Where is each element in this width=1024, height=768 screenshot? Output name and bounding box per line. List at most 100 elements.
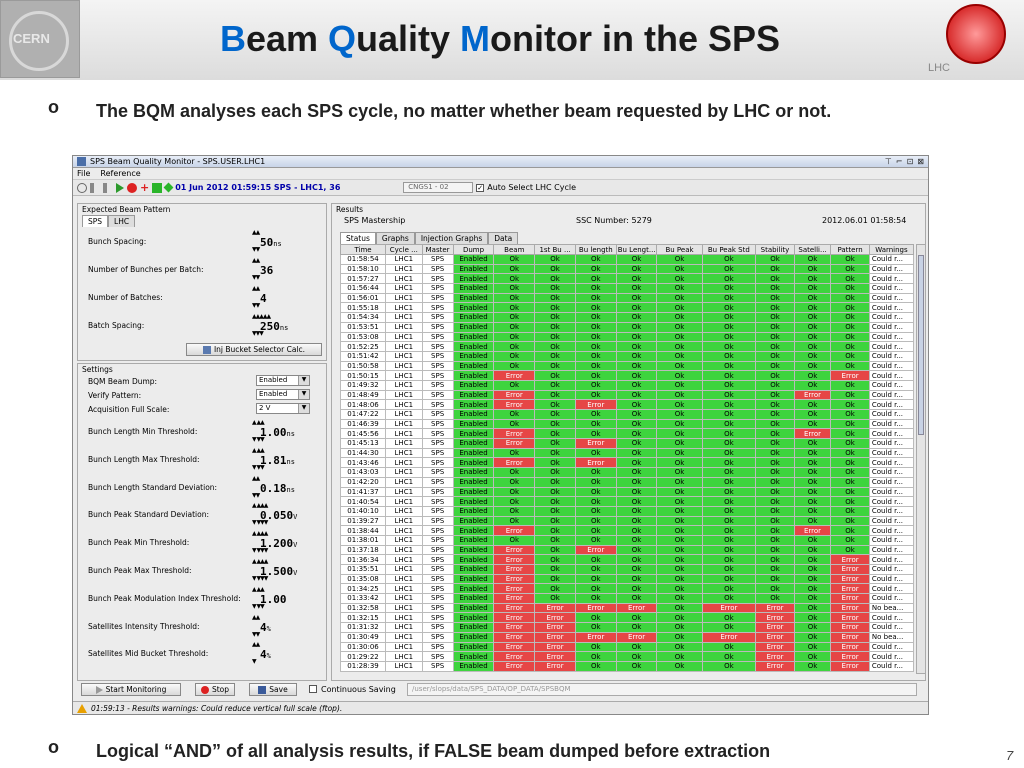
table-row[interactable]: 01:46:39 LHC1 SPS Enabled Ok Ok Ok Ok Ok Ok Ok Ok Ok… bbox=[339, 418, 915, 430]
spinner-down-arrows[interactable]: ▼▼ bbox=[252, 630, 260, 638]
spinner-down-arrows[interactable]: ▼ ▼▼ bbox=[252, 436, 265, 443]
table-row[interactable]: 01:50:58 LHC1 SPS Enabled Ok Ok Ok Ok Ok Ok Ok Ok Ok… bbox=[339, 360, 915, 372]
table-row[interactable]: 01:38:01 LHC1 SPS Enabled Ok Ok Ok Ok Ok Ok Ok Ok Ok… bbox=[339, 534, 915, 546]
play-icon[interactable] bbox=[116, 182, 124, 193]
table-row[interactable]: 01:32:15 LHC1 SPS Enabled Error Error Ok Ok Ok Ok… bbox=[339, 612, 915, 624]
table-row[interactable]: 01:44:30 LHC1 SPS Enabled Ok Ok Ok Ok Ok Ok Ok Ok Ok… bbox=[339, 447, 915, 459]
save-path-field[interactable]: /user/slops/data/SPS_DATA/OP_DATA/SPSBQM bbox=[407, 683, 917, 696]
table-row[interactable]: 01:36:34 LHC1 SPS Enabled Error Ok Ok Ok Ok Ok Ok O… bbox=[339, 554, 915, 565]
table-row[interactable]: 01:33:42 LHC1 SPS Enabled Error Ok Ok Ok Ok Ok Ok O… bbox=[339, 593, 915, 604]
table-row[interactable]: 01:29:22 LHC1 SPS Enabled Error Error Ok Ok Ok Ok… bbox=[339, 651, 915, 662]
menu-item-file[interactable]: File bbox=[77, 169, 91, 178]
spinner-up-arrows[interactable]: ▲▲ bbox=[252, 257, 260, 264]
column-header[interactable]: Bu Lengt... bbox=[615, 244, 658, 255]
spinner-down-arrows[interactable]: ▼ ▼▼▼ bbox=[252, 575, 268, 582]
window-control-button[interactable]: ⌐ bbox=[895, 157, 903, 166]
window-control-button[interactable]: ⊤ bbox=[884, 157, 892, 166]
table-row[interactable]: 01:37:18 LHC1 SPS Enabled Error Ok Error Ok Ok Ok… bbox=[339, 544, 915, 556]
stop-button[interactable]: Stop bbox=[195, 683, 235, 696]
spinner-up-arrows[interactable]: ▲▲ bbox=[252, 474, 260, 482]
dropdown-select[interactable]: 2 V ▼ bbox=[256, 403, 310, 414]
column-header[interactable]: Master bbox=[421, 244, 454, 255]
spinner-down-arrows[interactable]: ▼ ▼▼▼ bbox=[252, 547, 268, 555]
spinner-up-arrows[interactable]: ▲ ▲▲ bbox=[252, 446, 265, 454]
rewind-icon[interactable] bbox=[90, 182, 100, 193]
chevron-down-icon[interactable]: ▼ bbox=[298, 404, 309, 413]
table-row[interactable]: 01:30:06 LHC1 SPS Enabled Error Error Ok Ok Ok Ok… bbox=[339, 641, 915, 653]
table-row[interactable]: 01:53:51 LHC1 SPS Enabled Ok Ok Ok Ok Ok Ok Ok Ok Ok… bbox=[339, 321, 915, 333]
spinner-down-arrows[interactable]: ▼▼▼ bbox=[252, 330, 264, 337]
table-row[interactable]: 01:48:06 LHC1 SPS Enabled Error Ok Error Ok Ok Ok… bbox=[339, 399, 915, 410]
inj-bucket-selector-button[interactable]: Inj Bucket Selector Calc. bbox=[186, 343, 322, 356]
step-icon[interactable] bbox=[103, 182, 113, 193]
table-row[interactable]: 01:40:54 LHC1 SPS Enabled Ok Ok Ok Ok Ok Ok Ok Ok Ok… bbox=[339, 496, 915, 507]
table-row[interactable]: 01:58:54 LHC1 SPS Enabled Ok Ok Ok Ok Ok Ok Ok Ok Ok… bbox=[339, 254, 915, 265]
spinner-up-arrows[interactable]: ▲ ▲▲▲ bbox=[252, 558, 268, 565]
table-row[interactable]: 01:38:44 LHC1 SPS Enabled Error Ok Ok Ok Ok Ok Ok E… bbox=[339, 525, 915, 536]
table-row[interactable]: 01:31:32 LHC1 SPS Enabled Error Error Ok Ok Ok Ok… bbox=[339, 622, 915, 633]
chevron-down-icon[interactable]: ▼ bbox=[298, 390, 309, 399]
tab-status[interactable]: Status bbox=[340, 232, 376, 244]
spinner-down-arrows[interactable]: ▼▼ bbox=[252, 302, 260, 309]
value-spinner[interactable]: ▲▲ 4% ▼▼ bbox=[252, 614, 316, 639]
tab-sps[interactable]: SPS bbox=[82, 215, 109, 227]
spinner-up-arrows[interactable]: ▲ ▲▲ bbox=[252, 419, 265, 426]
column-header[interactable]: 1st Bu ... bbox=[534, 244, 576, 255]
table-row[interactable]: 01:50:15 LHC1 SPS Enabled Error Ok Ok Ok Ok Ok Ok O… bbox=[339, 370, 915, 381]
value-spinner[interactable]: ▲ ▲▲ 1.00 ▼ ▼▼ bbox=[252, 585, 316, 611]
spinner-down-arrows[interactable]: ▼▼ bbox=[252, 491, 260, 499]
table-row[interactable]: 01:57:27 LHC1 SPS Enabled Ok Ok Ok Ok Ok Ok Ok Ok Ok… bbox=[339, 273, 915, 285]
value-spinner[interactable]: ▲ ▲▲▲ 1.500V ▼ ▼▼▼ bbox=[252, 559, 316, 583]
cycle-field[interactable]: CNGS1 - 02 bbox=[403, 182, 474, 193]
chevron-down-icon[interactable]: ▼ bbox=[298, 376, 309, 385]
table-row[interactable]: 01:43:03 LHC1 SPS Enabled Ok Ok Ok Ok Ok Ok Ok Ok Ok… bbox=[339, 467, 915, 478]
column-header[interactable]: Stability bbox=[755, 244, 795, 255]
table-row[interactable]: 01:45:13 LHC1 SPS Enabled Error Ok Error Ok Ok Ok… bbox=[339, 438, 915, 449]
dropdown-select[interactable]: Enabled ▼ bbox=[256, 375, 310, 386]
table-row[interactable]: 01:43:46 LHC1 SPS Enabled Error Ok Error Ok Ok Ok… bbox=[339, 457, 915, 469]
column-header[interactable]: Satelli... bbox=[793, 244, 832, 255]
spinner-up-arrows[interactable]: ▲▲ bbox=[252, 641, 260, 649]
column-header[interactable]: Bu length bbox=[574, 244, 617, 255]
table-row[interactable]: 01:32:58 LHC1 SPS Enabled Error Error Error Err… bbox=[339, 602, 915, 614]
scrollbar-thumb[interactable] bbox=[918, 255, 924, 435]
column-header[interactable]: Cycle ... bbox=[385, 244, 423, 255]
value-spinner[interactable]: ▲▲▲▲▲ 250ns ▼▼▼ bbox=[252, 314, 316, 338]
column-header[interactable]: Dump bbox=[452, 244, 495, 255]
spinner-down-arrows[interactable]: ▼ ▼▼ bbox=[252, 463, 265, 471]
column-header[interactable]: Beam bbox=[493, 244, 536, 255]
spinner-down-arrows[interactable]: ▼▼ bbox=[252, 274, 260, 281]
table-row[interactable]: 01:58:10 LHC1 SPS Enabled Ok Ok Ok Ok Ok Ok Ok Ok Ok… bbox=[339, 263, 915, 275]
spinner-up-arrows[interactable]: ▲▲ bbox=[252, 285, 260, 292]
green-diamond-icon[interactable] bbox=[163, 182, 174, 193]
table-row[interactable]: 01:55:18 LHC1 SPS Enabled Ok Ok Ok Ok Ok Ok Ok Ok Ok… bbox=[339, 302, 915, 314]
window-control-button[interactable]: ⊡ bbox=[906, 157, 914, 166]
green-square-icon[interactable] bbox=[152, 182, 163, 193]
spinner-down-arrows[interactable]: ▼ ▼▼▼ bbox=[252, 519, 268, 527]
table-row[interactable]: 01:47:22 LHC1 SPS Enabled Ok Ok Ok Ok Ok Ok Ok Ok Ok… bbox=[339, 409, 915, 420]
value-spinner[interactable]: ▲▲ 50ns ▼▼ bbox=[252, 230, 316, 254]
table-row[interactable]: 01:51:42 LHC1 SPS Enabled Ok Ok Ok Ok Ok Ok Ok Ok Ok… bbox=[339, 350, 915, 362]
column-header[interactable]: Pattern bbox=[830, 244, 870, 255]
table-row[interactable]: 01:41:37 LHC1 SPS Enabled Ok Ok Ok Ok Ok Ok Ok Ok Ok… bbox=[339, 486, 915, 498]
spinner-down-arrows[interactable]: ▼ ▼▼ bbox=[252, 602, 265, 610]
value-spinner[interactable]: ▲ ▲▲ 1.81ns ▼ ▼▼ bbox=[252, 446, 316, 472]
table-row[interactable]: 01:49:32 LHC1 SPS Enabled Ok Ok Ok Ok Ok Ok Ok Ok Ok… bbox=[339, 379, 915, 391]
value-spinner[interactable]: ▲▲ 4% ▼ bbox=[252, 642, 316, 666]
stop-icon[interactable] bbox=[127, 182, 137, 193]
column-header[interactable]: Bu Peak bbox=[656, 244, 703, 255]
tab-injection-graphs[interactable]: Injection Graphs bbox=[414, 232, 489, 244]
spinner-up-arrows[interactable]: ▲ ▲▲▲ bbox=[252, 530, 268, 538]
dropdown-select[interactable]: Enabled ▼ bbox=[256, 389, 310, 400]
column-header[interactable]: Warnings bbox=[868, 244, 915, 255]
table-row[interactable]: 01:53:08 LHC1 SPS Enabled Ok Ok Ok Ok Ok Ok Ok Ok Ok… bbox=[339, 331, 915, 343]
column-header[interactable]: Time bbox=[339, 244, 387, 255]
cycle-selector[interactable]: 01 Jun 2012 01:59:15 SPS - LHC1, 36 bbox=[175, 183, 341, 192]
results-scrollbar[interactable] bbox=[916, 244, 926, 674]
auto-select-checkbox[interactable]: ✓ bbox=[476, 183, 485, 192]
table-row[interactable]: 01:30:49 LHC1 SPS Enabled Error Error Error Err… bbox=[339, 631, 915, 643]
spinner-up-arrows[interactable]: ▲ ▲▲ bbox=[252, 585, 265, 593]
save-button[interactable]: Save bbox=[249, 683, 297, 696]
menu-item-reference[interactable]: Reference bbox=[100, 169, 141, 178]
table-row[interactable]: 01:56:44 LHC1 SPS Enabled Ok Ok Ok Ok Ok Ok Ok Ok Ok… bbox=[339, 283, 915, 294]
